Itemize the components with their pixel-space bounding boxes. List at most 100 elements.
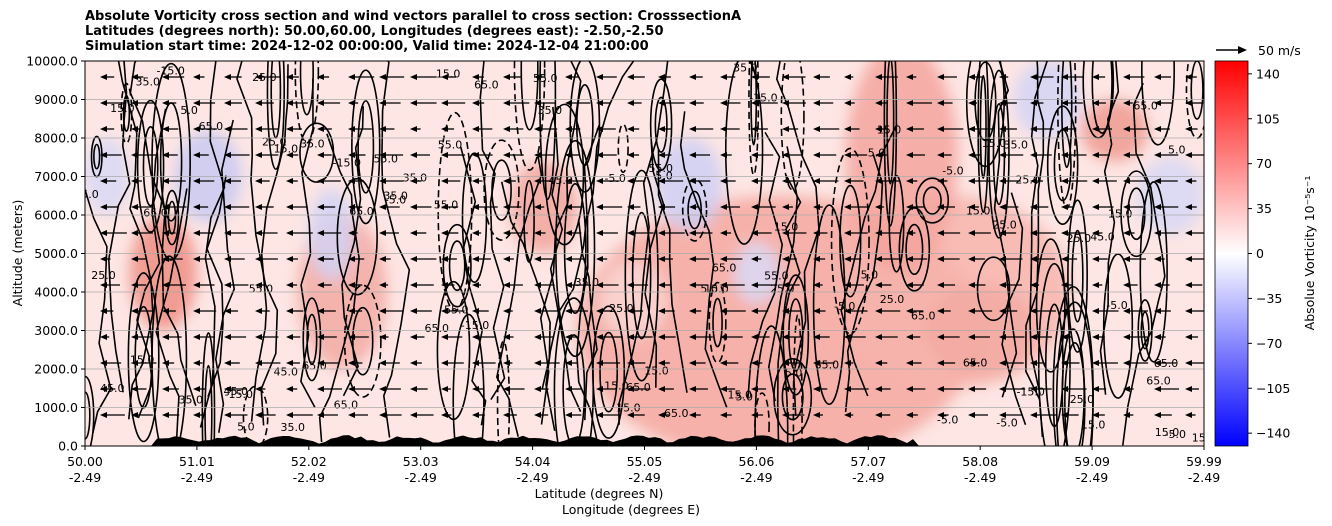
x-tick-label-lon: -2.49 — [293, 470, 325, 485]
wind-vector-head — [844, 178, 851, 184]
wind-vector-head — [689, 412, 696, 418]
vorticity-blob — [1080, 99, 1149, 162]
wind-vector-head — [255, 412, 262, 418]
wind-vector-head — [658, 282, 665, 288]
y-tick-label: 6000.0 — [34, 208, 78, 223]
contour-label: 45.0 — [273, 365, 298, 378]
contour-line — [167, 200, 177, 235]
contour-line — [1061, 61, 1073, 169]
wind-vector-head — [162, 204, 169, 210]
title-line-2: Latitudes (degrees north): 50.00,60.00, … — [85, 24, 664, 39]
wind-vector-head — [999, 256, 1006, 262]
wind-vector-head — [627, 308, 634, 314]
wind-vector-head — [565, 152, 572, 158]
wind-vector-head — [410, 100, 417, 106]
x-tick-label-lat: 53.03 — [403, 454, 439, 469]
wind-vector-head — [689, 360, 696, 366]
wind-vector-head — [255, 256, 262, 262]
contour-line — [592, 305, 626, 439]
contour-label: 55.0 — [249, 283, 274, 296]
contour-label: 5.0 — [180, 104, 198, 117]
wind-vector-head — [565, 360, 572, 366]
wind-vector-head — [162, 152, 169, 158]
contour-label: 15.0 — [436, 68, 461, 81]
wind-vector-head — [1123, 152, 1130, 158]
wind-vector-head — [844, 334, 851, 340]
contour-label: 25.0 — [262, 136, 287, 149]
wind-vector-head — [503, 282, 510, 288]
wind-vector-head — [875, 256, 882, 262]
wind-vector-head — [937, 412, 944, 418]
wind-vector-head — [596, 152, 603, 158]
wind-vector-head — [441, 230, 448, 236]
contour-line — [781, 373, 804, 421]
wind-vector-head — [1030, 100, 1037, 106]
wind-vector-head — [1123, 282, 1130, 288]
wind-vector-head — [348, 256, 355, 262]
contour-line — [624, 169, 659, 382]
wind-vector-head — [441, 412, 448, 418]
wind-vector-head — [379, 282, 386, 288]
wind-vector-head — [317, 204, 324, 210]
wind-vector-head — [658, 360, 665, 366]
wind-vector-head — [100, 74, 107, 80]
wind-vector-head — [658, 386, 665, 392]
wind-vector-head — [193, 74, 200, 80]
contour-label: 35.0 — [383, 190, 408, 203]
wind-vector-head — [472, 334, 479, 340]
contour-line — [107, 61, 131, 393]
wind-vector-head — [596, 334, 603, 340]
wind-vector-head — [1185, 178, 1192, 184]
wind-vector-head — [1154, 386, 1161, 392]
wind-vector-head — [999, 412, 1006, 418]
colorbar-label: Absolue Vorticity 10⁻⁵s⁻¹ — [1302, 176, 1317, 331]
y-tick-label: 8000.0 — [34, 131, 78, 146]
wind-vector-head — [224, 152, 231, 158]
wind-vector-head — [999, 204, 1006, 210]
contour-line — [724, 61, 764, 245]
contour-line — [839, 184, 862, 298]
wind-vector-head — [1061, 204, 1068, 210]
colorbar-tick-label: −70 — [1256, 336, 1282, 351]
contour-line — [747, 131, 784, 399]
contour-line — [206, 175, 227, 397]
wind-vector-head — [720, 308, 727, 314]
wind-vector-head — [627, 204, 634, 210]
contour-label: 35.0 — [1004, 139, 1029, 152]
x-tick-label-lon: -2.49 — [69, 470, 101, 485]
wind-vectors — [100, 74, 1204, 418]
wind-vector-head — [844, 74, 851, 80]
wind-vector-head — [441, 74, 448, 80]
wind-vector-head — [441, 282, 448, 288]
wind-vector-head — [751, 74, 758, 80]
wind-vector-head — [813, 178, 820, 184]
wind-vector-head — [937, 360, 944, 366]
wind-vector-head — [937, 178, 944, 184]
wind-vector-head — [968, 360, 975, 366]
colorbar-tick-label: 0 — [1256, 246, 1264, 261]
wind-vector-head — [410, 74, 417, 80]
title-line-1: Absolute Vorticity cross section and win… — [85, 9, 742, 24]
wind-vector-head — [441, 204, 448, 210]
wind-vector-head — [782, 204, 789, 210]
wind-vector-head — [286, 386, 293, 392]
wind-vector-head — [906, 256, 913, 262]
wind-vector-head — [1185, 360, 1192, 366]
contour-label: -5.0 — [1165, 428, 1186, 441]
wind-vector-head — [658, 126, 665, 132]
contour-line — [599, 331, 619, 413]
wind-vector-head — [720, 204, 727, 210]
contour-label: 5.0 — [700, 283, 718, 296]
wind-vector-head — [224, 282, 231, 288]
wind-vector-head — [937, 282, 944, 288]
wind-vector-head — [1092, 360, 1099, 366]
contour-line — [687, 190, 702, 230]
wind-vector-head — [1123, 386, 1130, 392]
contour-line — [631, 211, 652, 340]
colorbar-tick-label: 70 — [1256, 156, 1272, 171]
wind-vector-head — [844, 230, 851, 236]
wind-vector-head — [1123, 256, 1130, 262]
wind-vector-head — [875, 204, 882, 210]
wind-vector-head — [348, 178, 355, 184]
wind-vector-head — [689, 308, 696, 314]
